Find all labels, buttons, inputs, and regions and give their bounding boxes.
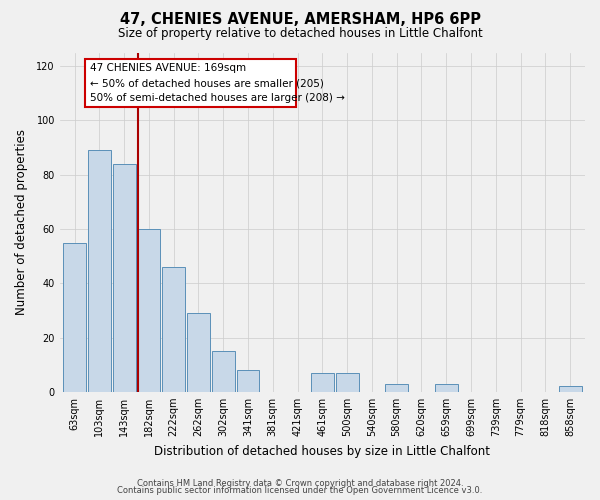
Text: Contains public sector information licensed under the Open Government Licence v3: Contains public sector information licen… bbox=[118, 486, 482, 495]
Bar bbox=[113, 164, 136, 392]
Bar bbox=[63, 242, 86, 392]
Bar bbox=[336, 373, 359, 392]
Bar bbox=[88, 150, 111, 392]
Bar bbox=[311, 373, 334, 392]
FancyBboxPatch shape bbox=[85, 60, 296, 107]
Bar bbox=[212, 351, 235, 392]
Bar bbox=[236, 370, 259, 392]
Bar bbox=[162, 267, 185, 392]
Bar bbox=[187, 313, 210, 392]
Text: 50% of semi-detached houses are larger (208) →: 50% of semi-detached houses are larger (… bbox=[90, 93, 345, 103]
Text: Size of property relative to detached houses in Little Chalfont: Size of property relative to detached ho… bbox=[118, 28, 482, 40]
Bar bbox=[385, 384, 408, 392]
Text: Contains HM Land Registry data © Crown copyright and database right 2024.: Contains HM Land Registry data © Crown c… bbox=[137, 478, 463, 488]
Bar bbox=[435, 384, 458, 392]
Bar bbox=[559, 386, 581, 392]
X-axis label: Distribution of detached houses by size in Little Chalfont: Distribution of detached houses by size … bbox=[154, 444, 490, 458]
Y-axis label: Number of detached properties: Number of detached properties bbox=[15, 129, 28, 315]
Text: 47, CHENIES AVENUE, AMERSHAM, HP6 6PP: 47, CHENIES AVENUE, AMERSHAM, HP6 6PP bbox=[119, 12, 481, 28]
Text: ← 50% of detached houses are smaller (205): ← 50% of detached houses are smaller (20… bbox=[90, 78, 324, 88]
Bar bbox=[137, 229, 160, 392]
Text: 47 CHENIES AVENUE: 169sqm: 47 CHENIES AVENUE: 169sqm bbox=[90, 64, 246, 74]
